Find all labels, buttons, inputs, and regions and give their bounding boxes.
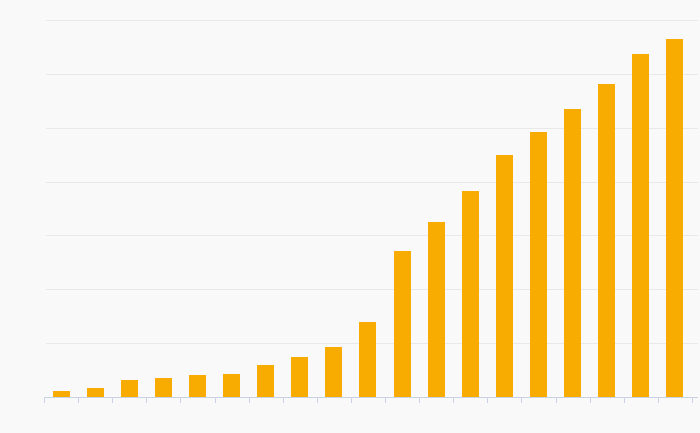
bar-year-8 — [291, 357, 308, 397]
x-axis-tick — [112, 397, 113, 403]
bar-year-4 — [155, 378, 172, 397]
x-axis-tick — [351, 397, 352, 403]
bar-2014 — [462, 191, 479, 397]
bar-year-12 — [428, 222, 445, 397]
x-axis-tick — [658, 397, 659, 403]
x-axis-tick — [590, 397, 591, 403]
x-axis-tick — [317, 397, 318, 403]
bar-2006 — [189, 375, 206, 397]
x-axis-tick — [453, 397, 454, 403]
bar-2020 — [666, 39, 683, 397]
bar-2010 — [325, 347, 342, 397]
gridline-y-200 — [46, 289, 698, 290]
x-axis-tick — [44, 397, 45, 403]
x-axis-tick — [283, 397, 284, 403]
bar-year-18 — [632, 54, 649, 397]
bar-year-16 — [564, 109, 581, 397]
bar-2018 — [598, 84, 615, 397]
gridline-y-300 — [46, 235, 698, 236]
bar-year-6 — [223, 374, 240, 397]
x-axis-tick — [624, 397, 625, 403]
x-axis-tick — [180, 397, 181, 403]
x-axis-tick — [215, 397, 216, 403]
x-axis-tick — [78, 397, 79, 403]
x-axis-tick — [385, 397, 386, 403]
gridline-y-700 — [46, 20, 698, 21]
gridline-y-600 — [46, 74, 698, 75]
bar-year-10 — [359, 322, 376, 397]
bar-year-2 — [87, 388, 104, 397]
bar-2008 — [257, 365, 274, 397]
bar-2016 — [530, 132, 547, 397]
gridline-y-400 — [46, 182, 698, 183]
x-axis-tick — [521, 397, 522, 403]
x-axis-tick — [249, 397, 250, 403]
x-axis-line — [44, 397, 698, 398]
bar-2012 — [394, 251, 411, 397]
x-axis-tick — [556, 397, 557, 403]
x-axis-tick — [419, 397, 420, 403]
x-axis-tick — [692, 397, 693, 403]
x-axis-tick — [487, 397, 488, 403]
x-axis-tick — [146, 397, 147, 403]
bar-year-14 — [496, 155, 513, 397]
bar-2004 — [121, 380, 138, 397]
gridline-y-500 — [46, 128, 698, 129]
bar-2001 — [53, 391, 70, 397]
